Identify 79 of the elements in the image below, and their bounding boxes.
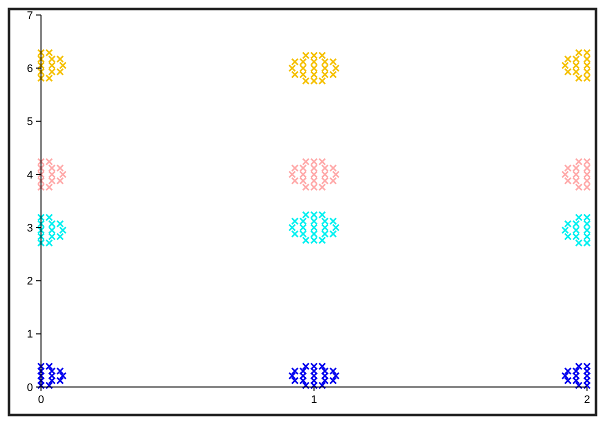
point: [37, 62, 45, 70]
point: [288, 64, 296, 72]
y-tick-label: 7: [26, 10, 33, 22]
point: [583, 220, 591, 228]
point: [583, 177, 591, 185]
y-tick-label: 0: [26, 382, 33, 394]
point: [37, 220, 45, 228]
point: [37, 177, 45, 185]
point: [310, 372, 318, 380]
point: [583, 376, 591, 384]
point: [37, 367, 45, 375]
point: [48, 372, 56, 380]
point: [37, 164, 45, 172]
point: [310, 217, 318, 225]
y-tick-label: 2: [26, 276, 33, 288]
x-tick-label: 1: [310, 394, 318, 406]
point: [59, 62, 67, 70]
point: [59, 372, 67, 380]
y-tick-label: 1: [26, 328, 33, 341]
point: [288, 170, 296, 178]
point: [561, 170, 569, 178]
point: [299, 372, 307, 380]
point: [310, 367, 318, 375]
y-tick-label: 4: [26, 169, 33, 182]
point: [37, 68, 45, 76]
point: [310, 224, 318, 232]
point: [561, 226, 569, 234]
point: [332, 224, 340, 232]
point: [59, 170, 67, 178]
point: [583, 164, 591, 172]
point: [48, 226, 56, 234]
point: [299, 64, 307, 72]
point: [332, 372, 340, 380]
point: [583, 367, 591, 375]
point: [310, 177, 318, 185]
point: [321, 170, 329, 178]
point: [321, 224, 329, 232]
point: [310, 64, 318, 72]
point: [37, 170, 45, 178]
point: [310, 70, 318, 78]
point: [37, 376, 45, 384]
point: [583, 55, 591, 63]
point: [332, 170, 340, 178]
point: [288, 224, 296, 232]
point: [583, 62, 591, 70]
point: [321, 64, 329, 72]
point: [583, 170, 591, 178]
point: [583, 68, 591, 76]
point: [48, 170, 56, 178]
point: [310, 170, 318, 178]
point: [561, 62, 569, 70]
point: [310, 376, 318, 384]
point: [299, 224, 307, 232]
point: [583, 372, 591, 380]
point: [310, 58, 318, 66]
point: [37, 232, 45, 240]
point: [59, 226, 67, 234]
point: [310, 164, 318, 172]
point: [572, 372, 580, 380]
point: [561, 372, 569, 380]
point: [37, 372, 45, 380]
point: [299, 170, 307, 178]
point: [572, 170, 580, 178]
point: [572, 62, 580, 70]
y-tick-label: 5: [26, 116, 33, 128]
point: [583, 232, 591, 240]
point: [37, 55, 45, 63]
x-tick-label: 2: [584, 394, 590, 406]
point: [310, 230, 318, 238]
point: [321, 372, 329, 380]
point: [332, 64, 340, 72]
point: [37, 226, 45, 234]
y-tick-label: 6: [26, 62, 33, 75]
point: [572, 226, 580, 234]
point: [48, 62, 56, 70]
y-tick-label: 3: [26, 222, 33, 234]
point: [583, 226, 591, 234]
x-tick-label: 0: [38, 394, 44, 406]
point: [288, 372, 296, 380]
